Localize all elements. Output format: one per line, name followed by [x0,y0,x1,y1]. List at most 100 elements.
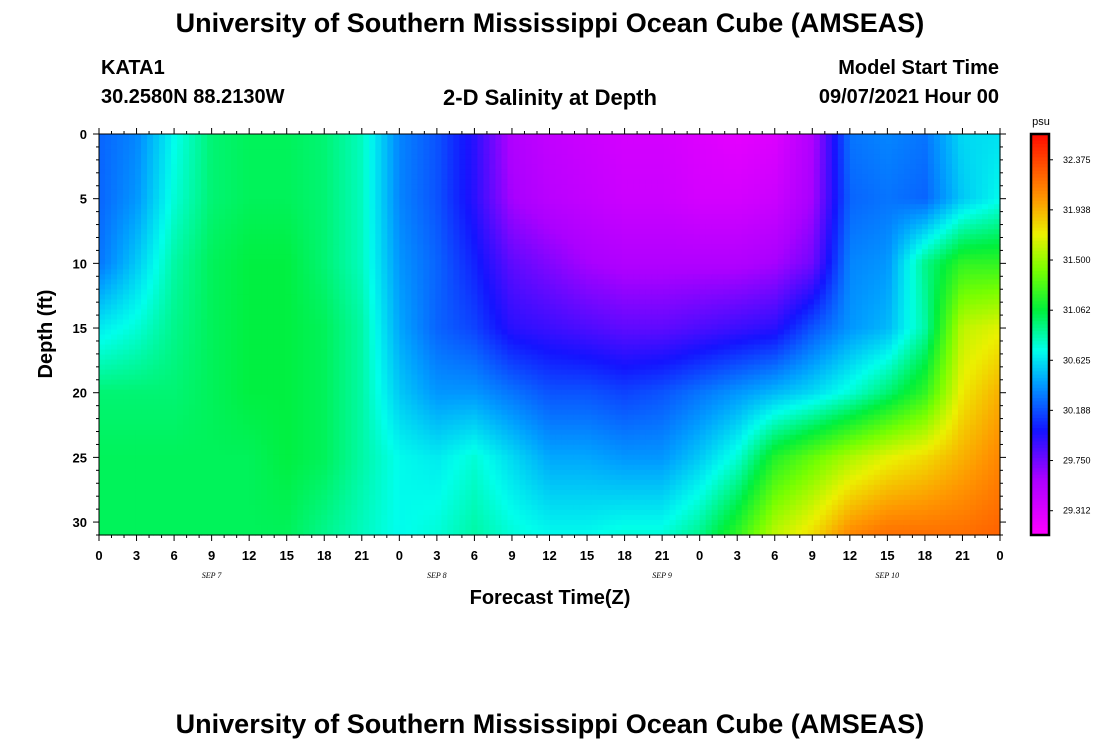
heatmap-cell [195,164,202,170]
heatmap-cell [381,174,388,180]
heatmap-cell [561,229,569,235]
heatmap-cell [783,259,791,265]
heatmap-cell [645,139,653,145]
heatmap-cell [861,179,869,185]
heatmap-cell [933,234,941,240]
heatmap-cell [123,279,130,285]
heatmap-cell [471,139,479,145]
heatmap-cell [975,279,983,285]
heatmap-cell [207,174,214,180]
heatmap-cell [261,134,268,140]
heatmap-cell [141,149,148,155]
heatmap-cell [897,179,905,185]
heatmap-cell [213,154,220,160]
heatmap-cell [735,229,743,235]
heatmap-cell [837,174,845,180]
heatmap-cell [219,224,226,230]
heatmap-cell [165,209,172,215]
heatmap-cell [159,169,166,175]
heatmap-cell [363,149,370,155]
heatmap-cell [837,154,845,160]
heatmap-cell [963,154,971,160]
heatmap-cell [273,264,280,270]
heatmap-cell [807,199,815,205]
heatmap-cell [867,209,875,215]
heatmap-cell [957,169,965,175]
heatmap-cell [345,154,352,160]
heatmap-cell [207,239,214,245]
heatmap-cell [723,224,731,230]
heatmap-cell [363,249,370,255]
heatmap-cell [705,169,713,175]
heatmap-cell [537,159,545,165]
heatmap-cell [873,144,881,150]
heatmap-cell [435,159,442,165]
heatmap-cell [477,244,485,250]
heatmap-cell [417,149,424,155]
heatmap-cell [429,269,436,275]
heatmap-cell [585,134,593,140]
heatmap-cell [369,219,376,225]
heatmap-cell [207,209,214,215]
heatmap-cell [297,144,304,150]
heatmap-cell [573,289,581,295]
heatmap-cell [345,239,352,245]
heatmap-cell [765,164,773,170]
heatmap-cell [969,194,977,200]
heatmap-cell [453,284,460,290]
heatmap-cell [429,199,436,205]
heatmap-cell [291,244,298,250]
heatmap-cell [129,144,136,150]
heatmap-cell [765,134,773,140]
heatmap-cell [135,299,142,306]
heatmap-cell [909,224,917,230]
heatmap-cell [939,209,947,215]
heatmap-cell [717,234,725,240]
heatmap-cell [771,134,779,140]
heatmap-cell [105,254,112,260]
heatmap-cell [921,149,929,155]
heatmap-cell [339,234,346,240]
heatmap-cell [321,224,328,230]
heatmap-cell [453,184,460,190]
heatmap-cell [279,199,286,205]
heatmap-cell [207,299,214,306]
heatmap-cell [519,144,527,150]
heatmap-cell [681,154,689,160]
heatmap-cell [729,274,737,280]
heatmap-cell [351,289,358,295]
heatmap-cell [483,149,491,155]
heatmap-cell [261,219,268,225]
heatmap-cell [369,279,376,285]
heatmap-cell [207,144,214,150]
heatmap-cell [453,204,460,210]
heatmap-cell [651,269,659,275]
heatmap-cell [333,219,340,225]
heatmap-cell [333,299,340,306]
heatmap-cell [879,259,887,265]
heatmap-cell [969,214,977,220]
heatmap-cell [705,224,713,230]
heatmap-cell [123,199,130,205]
heatmap-cell [435,154,442,160]
heatmap-cell [315,144,322,150]
heatmap-cell [183,264,190,270]
heatmap-cell [477,234,485,240]
heatmap-cell [129,284,136,290]
heatmap-cell [99,274,106,280]
heatmap-cell [333,279,340,285]
heatmap-cell [627,274,635,280]
heatmap-cell [405,164,412,170]
heatmap-cell [687,214,695,220]
heatmap-cell [585,169,593,175]
heatmap-cell [705,204,713,210]
heatmap-cell [489,294,497,301]
heatmap-cell [531,189,539,195]
heatmap-cell [855,179,863,185]
heatmap-cell [549,254,557,260]
heatmap-cell [861,214,869,220]
heatmap-cell [717,199,725,205]
heatmap-cell [945,274,953,280]
heatmap-cell [693,259,701,265]
heatmap-cell [537,219,545,225]
